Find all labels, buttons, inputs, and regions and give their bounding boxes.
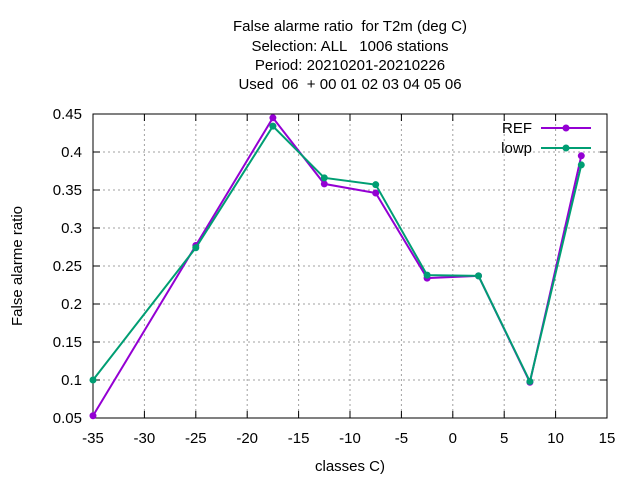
legend-marker bbox=[562, 144, 570, 152]
title-line-2: Selection: ALL 1006 stations bbox=[251, 38, 449, 55]
plot-frame bbox=[92, 113, 608, 419]
series-line bbox=[92, 124, 583, 385]
legend-marker bbox=[562, 124, 570, 132]
x-tick-label: 15 bbox=[599, 430, 616, 447]
legend-item-lowp: lowp bbox=[501, 140, 591, 157]
x-tick-label: 0 bbox=[449, 430, 457, 447]
data-point bbox=[269, 114, 277, 122]
x-tick-label: -15 bbox=[288, 430, 310, 447]
grid bbox=[93, 114, 607, 418]
legend: REF lowp bbox=[501, 120, 591, 157]
x-tick-label: -20 bbox=[236, 430, 258, 447]
data-point bbox=[89, 376, 97, 384]
series-layer bbox=[89, 114, 585, 420]
title-line-1: False alarme ratio for T2m (deg C) bbox=[233, 18, 467, 35]
y-tick-label: 0.4 bbox=[61, 144, 82, 161]
x-tick-label: -5 bbox=[395, 430, 408, 447]
x-tick-label: -30 bbox=[134, 430, 156, 447]
data-point bbox=[577, 152, 585, 160]
x-tick-label: 10 bbox=[547, 430, 564, 447]
title-line-4: Used 06 + 00 01 02 03 04 05 06 bbox=[238, 76, 462, 93]
y-tick-label: 0.15 bbox=[53, 334, 82, 351]
x-tick-label: -25 bbox=[185, 430, 207, 447]
data-point bbox=[192, 244, 200, 252]
data-point bbox=[577, 161, 585, 169]
x-tick-label: 5 bbox=[500, 430, 508, 447]
y-tick-label: 0.1 bbox=[61, 372, 82, 389]
data-point bbox=[320, 174, 328, 182]
x-axis-label: classes C) bbox=[315, 458, 385, 475]
y-tick-label: 0.2 bbox=[61, 296, 82, 313]
series-lowp bbox=[89, 122, 585, 386]
data-point bbox=[89, 412, 97, 420]
y-tick-label: 0.35 bbox=[53, 182, 82, 199]
y-tick-label: 0.3 bbox=[61, 220, 82, 237]
data-point bbox=[269, 122, 277, 130]
series-line bbox=[92, 116, 583, 417]
legend-item-REF: REF bbox=[502, 120, 591, 137]
y-tick-label: 0.45 bbox=[53, 106, 82, 123]
legend-label: lowp bbox=[501, 140, 532, 157]
y-tick-label: 0.25 bbox=[53, 258, 82, 275]
legend-label: REF bbox=[502, 120, 532, 137]
data-point bbox=[372, 189, 380, 197]
data-point bbox=[475, 272, 482, 280]
ticks: -35 -30 -25 -20 -15 -10 -5 0 5 10 15 0.05 0.1 0.15 0.2… bbox=[53, 106, 616, 447]
data-point bbox=[423, 271, 431, 279]
data-point bbox=[372, 181, 380, 189]
y-axis-label: False alarme ratio bbox=[9, 206, 26, 326]
series-REF bbox=[89, 114, 585, 420]
x-tick-label: -35 bbox=[82, 430, 104, 447]
data-point bbox=[526, 378, 534, 386]
data-point bbox=[320, 180, 328, 188]
title-line-3: Period: 20210201-20210226 bbox=[254, 57, 446, 74]
y-tick-label: 0.05 bbox=[53, 410, 82, 427]
x-tick-label: -10 bbox=[339, 430, 361, 447]
